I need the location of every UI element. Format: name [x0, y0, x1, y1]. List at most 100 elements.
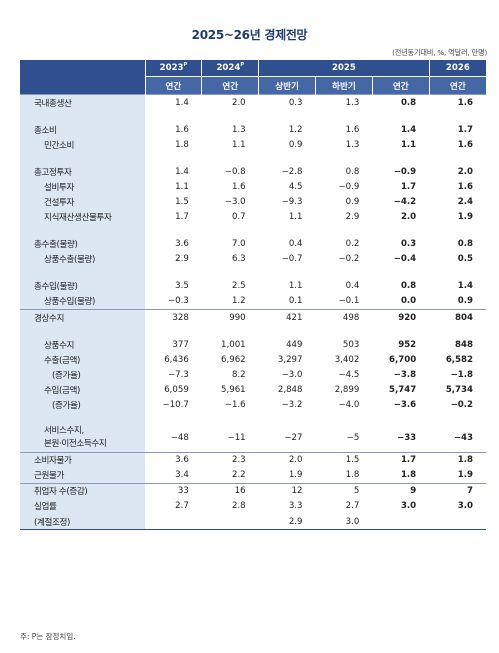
value-cell: 0.9 — [288, 139, 303, 150]
table-row: 국내총생산 1.4 2.0 0.3 1.3 0.8 1.6 — [20, 94, 486, 111]
spacer-cell — [202, 110, 259, 122]
value-cell: −3.0 — [281, 369, 303, 380]
table-row: 취업자 수(증감) 33 16 12 5 9 7 — [20, 482, 486, 499]
value-cell: 1.7 — [175, 212, 189, 223]
row-label: 총수출(물량) — [20, 236, 145, 252]
row-label-text: 민간소비 — [44, 140, 75, 151]
spacer-cell — [372, 152, 429, 164]
row-label-text: 건설투자 — [44, 198, 75, 209]
row-label: 취업자 수(증감) — [20, 482, 145, 499]
value-cell: 9 — [372, 482, 430, 499]
spacer-cell — [202, 225, 259, 237]
value-cell: 328 — [145, 309, 202, 326]
table-row: (증가율) −10.7 −1.6 −3.2 −4.0 −3.6 −0.2 — [20, 397, 486, 413]
value-cell: 3.5 — [175, 281, 189, 292]
value-cell: 6,962 — [221, 354, 246, 365]
spacer-cell — [202, 152, 259, 164]
value-cell: 0.2 — [345, 239, 360, 250]
value-cell — [145, 513, 202, 531]
spacer-cell — [145, 225, 202, 237]
value-cell: −48 — [170, 433, 189, 444]
spacer-cell — [145, 267, 202, 279]
spacer-cell — [145, 413, 202, 425]
row-label: (증가율) — [20, 397, 145, 413]
row-label-text: 근원물가 — [34, 471, 65, 482]
value-cell: 1.5 — [315, 451, 373, 468]
row-label-text: (증가율) — [52, 370, 81, 381]
value-cell: 6,059 — [164, 384, 189, 395]
value-cell: 1.1 — [175, 181, 189, 192]
spacer-cell — [145, 152, 202, 164]
row-label: 상품수지 — [20, 337, 145, 353]
table-row: 총소비 1.6 1.3 1.2 1.6 1.4 1.7 — [20, 122, 486, 138]
value-cell: −9.3 — [281, 197, 303, 208]
value-cell: 0.3 — [258, 94, 316, 111]
value-cell: 3.6 — [175, 239, 189, 250]
row-label: 실업률 — [20, 498, 145, 514]
value-cell: 1.6 — [429, 94, 486, 111]
value-cell: 1.1 — [400, 139, 417, 150]
table-body: 국내총생산 1.4 2.0 0.3 1.3 0.8 1.6 총소비 1.6 1.3 1.2 1.6 1.… — [20, 94, 486, 531]
table-row: 총수입(물량) 3.5 2.5 1.1 0.4 0.8 1.4 — [20, 278, 486, 294]
spacer-cell — [20, 152, 145, 165]
value-cell: −0.2 — [338, 254, 360, 265]
table-row: 지식재산생산물투자 1.7 0.7 1.1 2.9 2.0 1.9 — [20, 209, 486, 225]
value-cell: 2.2 — [231, 470, 246, 481]
value-cell: 0.8 — [372, 94, 430, 111]
value-cell — [372, 513, 430, 531]
value-cell: 952 — [398, 339, 417, 350]
value-cell: −0.8 — [224, 166, 246, 177]
row-label-text: 상품수입(물량) — [44, 297, 95, 308]
value-cell: 449 — [286, 339, 303, 350]
table-row: (계절조정) 2.9 3.0 — [20, 513, 486, 531]
row-label-text: 총고정투자 — [34, 167, 72, 178]
value-cell: 1.9 — [457, 212, 473, 223]
value-cell: 3.0 — [315, 513, 373, 531]
spacer-row — [20, 152, 486, 165]
table-row: 설비투자 1.1 1.6 4.5 −0.9 1.7 1.6 — [20, 179, 486, 195]
value-cell: −0.3 — [167, 296, 189, 307]
spacer-cell — [259, 152, 316, 164]
value-cell — [429, 513, 486, 531]
header-row-years: 2023P 2024P 2025 2026 — [20, 60, 486, 95]
row-label: 상품수출(물량) — [20, 251, 145, 267]
table-row: 건설투자 1.5 −3.0 −9.3 0.9 −4.2 2.4 — [20, 194, 486, 210]
spacer-row — [20, 110, 486, 123]
value-cell: 5,747 — [388, 384, 417, 395]
value-cell: 3,297 — [277, 354, 303, 365]
spacer-cell — [315, 267, 372, 279]
value-cell: 3.0 — [400, 501, 417, 512]
row-label-text: 경상수지 — [34, 313, 65, 324]
value-cell: −10.7 — [162, 400, 189, 411]
row-label-text: 실업률 — [34, 502, 57, 513]
spacer-cell — [259, 110, 316, 122]
value-cell: 1.8 — [400, 470, 417, 481]
value-cell: 3.6 — [145, 451, 202, 468]
row-label: 경상수지 — [20, 309, 145, 326]
value-cell: −5 — [346, 433, 360, 444]
spacer-cell — [20, 266, 145, 279]
value-cell: 2.9 — [175, 254, 189, 265]
row-label-text: 총소비 — [34, 125, 57, 136]
value-cell: 0.8 — [457, 239, 473, 250]
value-cell: 804 — [429, 309, 486, 326]
value-cell: 1.1 — [288, 212, 303, 223]
value-cell: 7 — [429, 482, 486, 499]
table-row: 수입(금액) 6,059 5,961 2,848 2,899 5,747 5,734 — [20, 382, 486, 398]
spacer-cell — [429, 267, 486, 279]
spacer-cell — [20, 412, 145, 425]
value-cell: −1.8 — [450, 369, 473, 380]
spacer-cell — [315, 413, 372, 425]
spacer-cell — [20, 110, 145, 123]
row-label: 수입(금액) — [20, 382, 145, 398]
spacer-cell — [372, 225, 429, 237]
value-cell: 5,961 — [221, 384, 246, 395]
value-cell: 2.0 — [457, 166, 473, 177]
header-2025: 2025 — [258, 60, 430, 77]
spacer-cell — [429, 325, 486, 337]
value-cell: 1.6 — [457, 139, 473, 150]
header-2023-annual: 연간 — [144, 76, 202, 95]
value-cell: −3.8 — [393, 369, 417, 380]
value-cell: −3.6 — [393, 400, 417, 411]
